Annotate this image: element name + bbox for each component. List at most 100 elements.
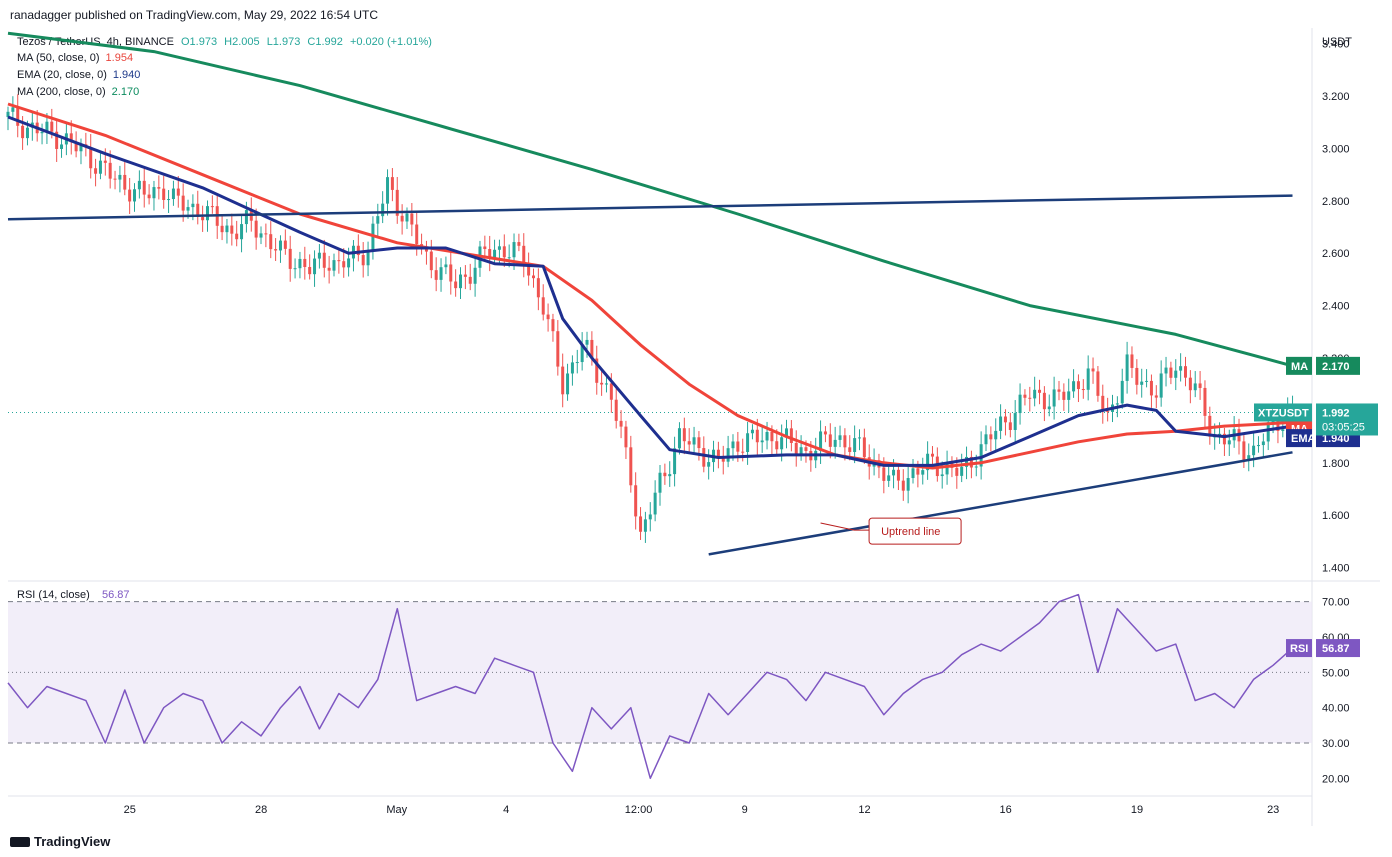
candle-body xyxy=(1047,406,1051,410)
time-tick-label: May xyxy=(386,804,407,816)
candle-body xyxy=(181,195,185,211)
time-tick-label: 4 xyxy=(503,804,509,816)
candle-body xyxy=(1008,422,1012,430)
candle-body xyxy=(940,474,944,477)
candle-body xyxy=(473,267,477,284)
candle-body xyxy=(1101,395,1105,411)
candle-body xyxy=(838,435,842,440)
tradingview-logo-icon xyxy=(10,836,30,847)
ohlc-low: L1.973 xyxy=(266,36,301,48)
legend-ma50-label: MA (50, close, 0) xyxy=(17,52,100,64)
candle-body xyxy=(634,485,638,517)
candle-body xyxy=(89,147,93,169)
candle-body xyxy=(921,470,925,475)
candle-body xyxy=(337,260,341,262)
candle-body xyxy=(405,213,409,222)
candle-body xyxy=(142,180,146,195)
candle-body xyxy=(45,121,49,132)
candle-body xyxy=(862,437,866,458)
price-tick-label: 2.600 xyxy=(1322,248,1350,260)
candle-body xyxy=(1042,392,1046,410)
rsi-tick-label: 40.00 xyxy=(1322,703,1350,715)
ohlc-open: O1.973 xyxy=(180,36,218,48)
time-tick-label: 28 xyxy=(255,804,267,816)
price-tag-name-bg xyxy=(1286,429,1312,448)
candle-body xyxy=(887,475,891,481)
candle-body xyxy=(930,453,934,457)
price-tick-label: 3.400 xyxy=(1322,39,1350,51)
candle-body xyxy=(113,178,117,180)
candle-body xyxy=(916,468,920,475)
candle-body xyxy=(522,245,526,265)
price-tick-label: 3.200 xyxy=(1322,91,1350,103)
candle-body xyxy=(118,174,122,180)
candle-body xyxy=(1052,389,1056,407)
candle-body xyxy=(780,437,784,450)
candle-body xyxy=(960,466,964,476)
candle-body xyxy=(687,441,691,445)
time-tick-label: 9 xyxy=(742,804,748,816)
bar-countdown: 03:05:25 xyxy=(1322,421,1365,433)
candle-body xyxy=(1067,391,1071,400)
candle-body xyxy=(965,456,969,467)
rsi-legend-value: 56.87 xyxy=(102,589,130,601)
candle-body xyxy=(945,462,949,475)
candle-body xyxy=(220,225,224,233)
candle-body xyxy=(205,206,209,221)
candle-body xyxy=(677,428,681,449)
candle-body xyxy=(493,249,497,259)
candle-body xyxy=(1125,354,1129,381)
candle-body xyxy=(69,133,73,143)
candle-body xyxy=(1057,389,1061,392)
candle-body xyxy=(1256,445,1260,447)
candle-body xyxy=(1120,380,1124,404)
candle-body xyxy=(298,258,302,269)
rsi-tick-label: 30.00 xyxy=(1322,738,1350,750)
price-tick-label: 1.400 xyxy=(1322,563,1350,575)
candle-body xyxy=(439,267,443,280)
candle-body xyxy=(531,275,535,279)
candle-body xyxy=(843,435,847,448)
candle-body xyxy=(770,431,774,442)
candle-body xyxy=(40,131,44,134)
annotation-text: Uptrend line xyxy=(881,526,940,538)
candle-body xyxy=(1140,381,1144,385)
legend-ma200: MA (200, close, 0) 2.170 xyxy=(17,86,139,98)
last-price-bg xyxy=(1316,403,1378,436)
candle-body xyxy=(828,434,832,447)
candle-body xyxy=(643,519,647,532)
candle-body xyxy=(283,240,287,249)
candle-body xyxy=(721,458,725,462)
time-tick-label: 16 xyxy=(999,804,1011,816)
candle-body xyxy=(308,266,312,275)
candle-body xyxy=(11,107,15,112)
candle-body xyxy=(356,245,360,256)
ma200-line xyxy=(7,31,1293,368)
candle-body xyxy=(697,437,701,449)
candle-body xyxy=(410,213,414,225)
candle-body xyxy=(1135,367,1139,385)
candle-body xyxy=(186,207,190,211)
price-tick-label: 2.400 xyxy=(1322,301,1350,313)
candle-body xyxy=(512,242,516,258)
ohlc-close: C1.992 xyxy=(307,36,343,48)
candle-body xyxy=(668,474,672,477)
candle-body xyxy=(94,168,98,174)
candle-body xyxy=(162,188,166,200)
candle-body xyxy=(235,233,239,240)
candle-body xyxy=(882,467,886,481)
candle-body xyxy=(395,189,399,216)
candle-body xyxy=(347,258,351,268)
candle-body xyxy=(989,434,993,440)
candle-body xyxy=(1081,389,1085,391)
candle-body xyxy=(1193,383,1197,391)
price-tag-value: 2.170 xyxy=(1322,361,1350,373)
price-tag-value: 1.940 xyxy=(1322,433,1350,445)
candle-body xyxy=(527,264,531,276)
time-tick-label: 23 xyxy=(1267,804,1279,816)
candle-body xyxy=(741,451,745,453)
candle-body xyxy=(639,516,643,532)
candle-body xyxy=(303,258,307,267)
candle-body xyxy=(546,314,550,320)
